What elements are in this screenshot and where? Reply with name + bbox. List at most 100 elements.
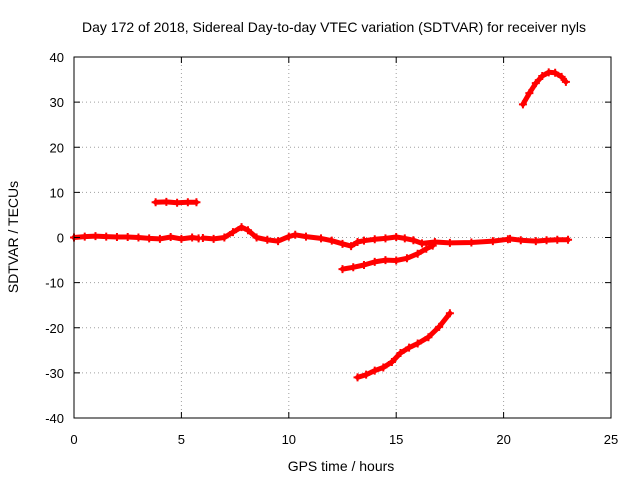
data-point bbox=[422, 244, 431, 253]
data-point bbox=[243, 226, 252, 235]
data-point bbox=[467, 238, 476, 247]
y-tick-label: -40 bbox=[45, 411, 64, 426]
y-tick-label: 10 bbox=[50, 185, 64, 200]
data-point bbox=[338, 239, 347, 248]
data-point bbox=[370, 257, 379, 266]
series-segment-minus30 bbox=[353, 309, 454, 382]
data-point bbox=[445, 309, 454, 318]
data-point bbox=[405, 343, 414, 352]
data-point bbox=[301, 232, 310, 241]
data-point bbox=[516, 236, 525, 245]
data-series bbox=[70, 68, 573, 382]
data-point bbox=[347, 242, 356, 251]
y-tick-label: -20 bbox=[45, 321, 64, 336]
data-point bbox=[353, 373, 362, 382]
data-point bbox=[506, 234, 515, 243]
data-point bbox=[173, 198, 182, 207]
data-point bbox=[162, 197, 171, 206]
x-tick-label: 15 bbox=[389, 432, 403, 447]
y-tick-label: -10 bbox=[45, 276, 64, 291]
data-point bbox=[102, 232, 111, 241]
x-ticks: 0 5 10 15 20 25 bbox=[70, 57, 618, 447]
data-point bbox=[166, 233, 175, 242]
data-point bbox=[349, 263, 358, 272]
data-point bbox=[338, 265, 347, 274]
x-tick-label: 5 bbox=[178, 432, 185, 447]
data-point bbox=[252, 233, 261, 242]
data-point bbox=[123, 233, 132, 242]
data-point bbox=[413, 339, 422, 348]
data-point bbox=[400, 234, 409, 243]
data-point bbox=[445, 238, 454, 247]
data-point bbox=[531, 79, 540, 88]
data-point bbox=[198, 233, 207, 242]
data-point bbox=[209, 234, 218, 243]
y-ticks: -40 -30 -20 -10 0 10 20 30 40 bbox=[45, 50, 611, 426]
data-point bbox=[327, 236, 336, 245]
data-point bbox=[538, 71, 547, 80]
data-point bbox=[409, 236, 418, 245]
data-point bbox=[145, 234, 154, 243]
data-point bbox=[134, 233, 143, 242]
data-point bbox=[112, 233, 121, 242]
y-axis-label: SDTVAR / TECUs bbox=[5, 181, 21, 293]
y-tick-label: 30 bbox=[50, 95, 64, 110]
data-point bbox=[317, 234, 326, 243]
data-point bbox=[557, 72, 566, 81]
data-point bbox=[402, 254, 411, 263]
data-point bbox=[424, 333, 433, 342]
data-point bbox=[183, 198, 192, 207]
data-point bbox=[413, 249, 422, 258]
data-point bbox=[435, 322, 444, 331]
data-point bbox=[428, 241, 437, 250]
data-point bbox=[417, 239, 426, 248]
data-point bbox=[381, 256, 390, 265]
data-point bbox=[220, 233, 229, 242]
data-point bbox=[353, 238, 362, 247]
data-point bbox=[387, 358, 396, 367]
x-tick-label: 10 bbox=[282, 432, 296, 447]
series-main-near-zero bbox=[70, 232, 203, 243]
data-point bbox=[564, 235, 573, 244]
data-point bbox=[291, 230, 300, 239]
data-point bbox=[284, 232, 293, 241]
data-point bbox=[392, 256, 401, 265]
series-path bbox=[355, 310, 453, 380]
y-tick-label: 20 bbox=[50, 140, 64, 155]
series-segment-plus30 bbox=[518, 68, 570, 109]
chart-title: Day 172 of 2018, Sidereal Day-to-day VTE… bbox=[82, 19, 586, 35]
data-point bbox=[525, 89, 534, 98]
data-point bbox=[542, 236, 551, 245]
data-point bbox=[381, 234, 390, 243]
data-point bbox=[151, 198, 160, 207]
data-point bbox=[392, 233, 401, 242]
series-end-arc bbox=[506, 234, 573, 246]
series-path bbox=[340, 243, 436, 272]
x-tick-label: 25 bbox=[604, 432, 618, 447]
y-tick-label: 40 bbox=[50, 50, 64, 65]
data-point bbox=[518, 100, 527, 109]
x-tick-label: 20 bbox=[496, 432, 510, 447]
data-point bbox=[396, 349, 405, 358]
data-point bbox=[80, 232, 89, 241]
data-point bbox=[370, 235, 379, 244]
x-tick-label: 0 bbox=[70, 432, 77, 447]
y-tick-label: 0 bbox=[57, 231, 64, 246]
series-segment-minus7 bbox=[338, 241, 437, 274]
x-axis-label: GPS time / hours bbox=[288, 458, 395, 474]
grid bbox=[74, 57, 611, 418]
data-point bbox=[531, 237, 540, 246]
data-point bbox=[561, 77, 570, 86]
data-point bbox=[379, 363, 388, 372]
data-point bbox=[370, 366, 379, 375]
data-point bbox=[263, 235, 272, 244]
data-point bbox=[553, 235, 562, 244]
data-point bbox=[91, 232, 100, 241]
series-arc-8h bbox=[198, 223, 512, 251]
data-point bbox=[192, 198, 201, 207]
data-point bbox=[177, 234, 186, 243]
data-point bbox=[228, 228, 237, 237]
data-point bbox=[359, 236, 368, 245]
data-point bbox=[551, 68, 560, 77]
